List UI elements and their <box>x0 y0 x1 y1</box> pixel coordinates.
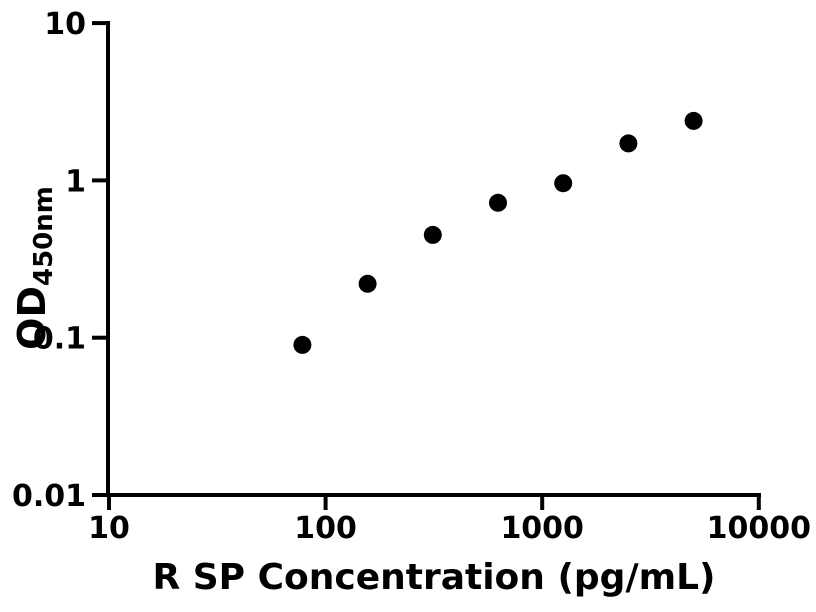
x-axis-ticks <box>107 497 761 510</box>
x-axis-tick-label: 100 <box>294 511 357 546</box>
y-axis-tick-labels: 10 1 0.1 0.01 <box>12 7 86 514</box>
data-point <box>684 111 703 130</box>
x-axis: 10 100 1000 10000 <box>88 493 811 546</box>
y-axis: 10 1 0.1 0.01 <box>12 7 110 514</box>
x-axis-tick-label: 10000 <box>707 511 811 546</box>
y-axis-title: OD450nm <box>10 186 59 350</box>
x-axis-title: R SP Concentration (pg/mL) <box>152 557 715 598</box>
data-point <box>358 274 377 293</box>
x-axis-tick-label: 10 <box>88 511 130 546</box>
data-point <box>619 134 638 153</box>
data-point <box>554 174 573 193</box>
data-point <box>293 335 312 354</box>
x-axis-tick-label: 1000 <box>500 511 584 546</box>
y-axis-tick-label: 1 <box>65 164 86 199</box>
y-axis-title-subscript: 450nm <box>29 186 59 286</box>
data-point <box>423 225 442 244</box>
y-axis-tick-label: 10 <box>44 7 86 42</box>
y-axis-ticks <box>92 21 106 497</box>
y-axis-tick-label: 0.1 <box>33 322 86 357</box>
data-point <box>489 193 507 212</box>
data-points-series <box>293 111 703 354</box>
y-axis-title-main: OD <box>10 286 54 350</box>
x-axis-tick-labels: 10 100 1000 10000 <box>88 511 811 546</box>
y-axis-tick-label: 0.01 <box>12 479 86 514</box>
